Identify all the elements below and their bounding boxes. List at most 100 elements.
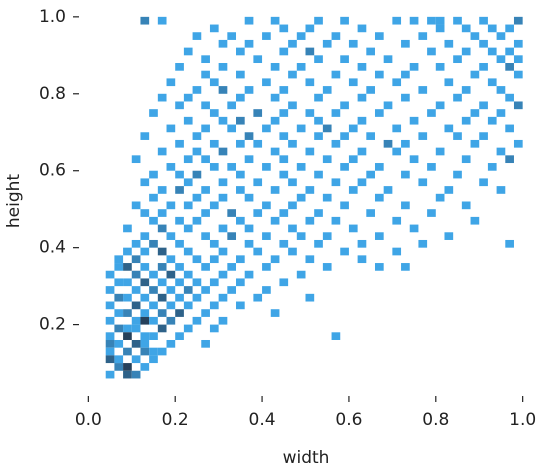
hist-cell: [305, 24, 315, 33]
hist-cell: [496, 55, 506, 64]
hist-cell: [131, 155, 141, 164]
hist-cell: [331, 332, 341, 340]
hist-cell: [314, 55, 323, 64]
y-tick-label: 0.2: [39, 315, 66, 335]
hist-cell: [201, 209, 210, 217]
hist-cell: [183, 47, 193, 56]
hist-cell: [236, 70, 245, 79]
hist-cell: [270, 186, 280, 194]
x-tick-label: 0.2: [162, 410, 189, 430]
hist-cell: [270, 93, 280, 102]
hist-cell: [123, 347, 132, 356]
hist-cell: [131, 370, 141, 379]
hist-cell: [505, 63, 514, 71]
hist-cell: [114, 293, 124, 302]
hist-cell: [175, 278, 184, 287]
hist-cell: [401, 39, 410, 48]
hist-cell: [157, 224, 167, 233]
hist-cell: [366, 170, 375, 179]
hist-cell: [322, 263, 332, 271]
hist-cell: [357, 255, 367, 264]
hist-cell: [123, 224, 132, 233]
hist-cell: [253, 55, 263, 64]
hist-cell: [166, 232, 176, 240]
hist-cell: [427, 16, 436, 25]
hist-cell: [183, 155, 193, 164]
hist-cell: [236, 170, 245, 179]
hist-cell: [218, 39, 228, 48]
hist-cell: [461, 24, 471, 33]
hist-cell: [201, 339, 210, 348]
hist-cell: [192, 132, 202, 140]
hist-cell: [218, 224, 228, 233]
hist-cell: [123, 278, 132, 287]
hist-cell: [427, 109, 436, 117]
hist-cell: [166, 316, 176, 325]
hist-cell: [296, 193, 306, 202]
hist-cell: [505, 24, 514, 33]
hist-cell: [366, 132, 375, 140]
hist-cell: [366, 86, 375, 94]
hist-cell: [192, 255, 202, 264]
hist-cell: [288, 178, 297, 187]
hist-cell: [157, 347, 167, 356]
hist-cell: [409, 16, 419, 25]
hist-cell: [227, 286, 237, 294]
hist-cell: [149, 301, 158, 310]
hist-cell: [374, 163, 384, 171]
hist-cell: [305, 255, 315, 264]
hist-cell: [157, 93, 167, 102]
hist-cell: [192, 278, 202, 287]
hist-cell: [305, 293, 315, 302]
hist-cell: [114, 255, 124, 264]
hist-cell: [253, 209, 263, 217]
hist-cell: [505, 155, 514, 164]
hist-cell: [227, 101, 237, 110]
hist-cell: [201, 70, 210, 79]
hist-cell: [140, 132, 150, 140]
hist-cell: [453, 16, 462, 25]
hist-cell: [140, 278, 150, 287]
hist-cell: [357, 93, 367, 102]
hist-cell: [140, 339, 150, 348]
x-tick-label: 0.6: [335, 410, 362, 430]
hist-cell: [270, 255, 280, 264]
hist-cell: [496, 147, 506, 156]
hist-cell: [157, 186, 167, 194]
hist-cell: [418, 86, 428, 94]
hist-cell: [209, 278, 219, 287]
hist-cell: [201, 232, 210, 240]
hist-cell: [453, 93, 462, 102]
hist-cell: [123, 247, 132, 256]
hist-cell: [366, 209, 375, 217]
hist-cell: [427, 47, 436, 56]
hist-cell: [505, 93, 514, 102]
hist-cell: [183, 301, 193, 310]
hist-cell: [392, 247, 402, 256]
hist-cell: [166, 339, 176, 348]
hist-cell: [201, 124, 210, 133]
hist-cell: [288, 39, 297, 48]
hist-cell: [123, 332, 132, 340]
hist-cell: [435, 24, 445, 33]
hist-cell: [366, 47, 375, 56]
hist-cell: [209, 78, 219, 87]
hist-cell: [262, 232, 271, 240]
hist-cell: [331, 109, 341, 117]
hist-cell: [149, 216, 158, 225]
x-tick-label: 0.0: [75, 410, 102, 430]
hist-cell: [279, 24, 289, 33]
hist-cell: [183, 247, 193, 256]
hist-cell: [157, 293, 167, 302]
hist-cell: [149, 239, 158, 248]
hist-cell: [461, 86, 471, 94]
hist-cell: [513, 70, 523, 79]
hist-cell: [270, 216, 280, 225]
hist-cell: [218, 178, 228, 187]
hist-cell: [175, 101, 184, 110]
hist-cell: [166, 78, 176, 87]
hist-cell: [236, 186, 245, 194]
hist-cell: [192, 316, 202, 325]
hist-cell: [487, 163, 497, 171]
hist-cell: [131, 286, 141, 294]
